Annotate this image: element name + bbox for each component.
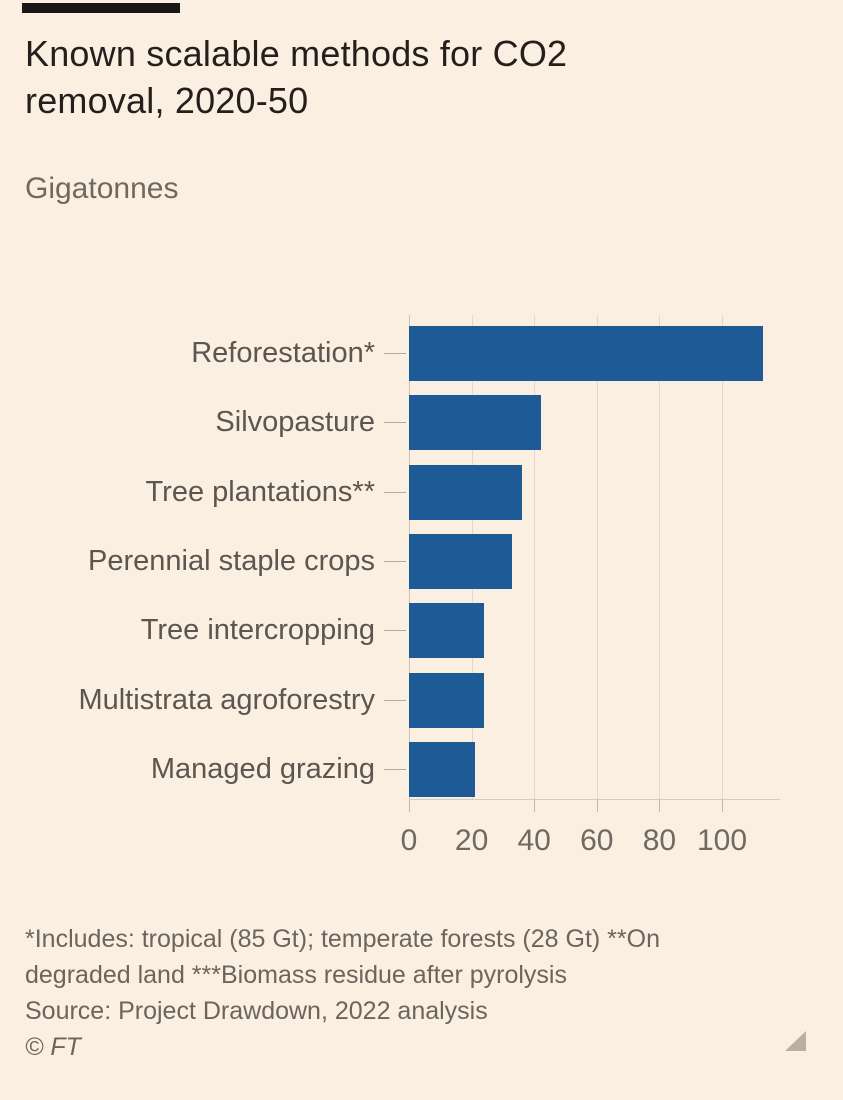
bar-rows: Reforestation* Silvopasture Tree plantat…	[0, 319, 843, 804]
x-axis-tick-label: 40	[517, 824, 551, 857]
category-tick	[384, 353, 406, 355]
gridline-40	[534, 315, 536, 800]
chart-title-line-2: removal, 2020-50	[25, 80, 309, 121]
x-axis-tick	[596, 800, 598, 812]
x-axis-tick-label: 60	[580, 824, 614, 857]
category-tick	[384, 630, 406, 632]
footnote-line-1: *Includes: tropical (85 Gt); temperate f…	[25, 925, 660, 953]
category-label: Tree plantations**	[145, 475, 375, 508]
footnote-line-2: degraded land ***Biomass residue after p…	[25, 961, 567, 989]
category-tick	[384, 422, 406, 424]
category-tick	[384, 560, 406, 562]
chart-subtitle-units: Gigatonnes	[25, 172, 179, 205]
bar-perennial-staple-crops	[409, 533, 513, 589]
category-tick	[384, 699, 406, 701]
category-label: Tree intercropping	[140, 614, 375, 647]
bar-multistrata-agroforestry	[409, 672, 485, 728]
chart-footer: *Includes: tropical (85 Gt); temperate f…	[25, 921, 785, 1065]
gridline-60	[596, 315, 598, 800]
x-axis-tick-label: 0	[400, 824, 418, 857]
category-label: Managed grazing	[150, 752, 375, 785]
x-axis-tick-label: 100	[696, 824, 748, 857]
bar-row: Silvopasture	[0, 388, 843, 457]
category-label: Perennial staple crops	[88, 544, 375, 577]
x-axis-tick	[659, 800, 661, 812]
x-axis-tick-label: 80	[642, 824, 677, 857]
x-axis-tick-label: 20	[454, 824, 489, 857]
bar-row: Perennial staple crops	[0, 527, 843, 596]
category-tick	[384, 768, 406, 770]
ft-copyright: © FT	[25, 1033, 81, 1061]
bar-row: Tree plantations**	[0, 458, 843, 527]
bar-reforestation	[409, 326, 763, 382]
bar-managed-grazing	[409, 741, 475, 797]
bar-silvopasture	[409, 395, 541, 451]
category-tick	[384, 491, 406, 493]
gridline-100	[722, 315, 723, 800]
corner-resize-triangle	[785, 1031, 806, 1051]
category-label: Multistrata agroforestry	[78, 683, 375, 716]
bar-tree-intercropping	[409, 603, 485, 659]
gridline-80	[659, 315, 661, 800]
bar-row: Tree intercropping	[0, 596, 843, 665]
source-line: Source: Project Drawdown, 2022 analysis	[25, 997, 488, 1025]
x-axis-tick	[722, 800, 723, 812]
bar-row: Multistrata agroforestry	[0, 665, 843, 734]
top-tag-bar	[22, 3, 180, 13]
x-axis-tick	[409, 800, 410, 812]
chart-title-line-1: Known scalable methods for CO2	[25, 33, 568, 74]
x-axis-tick	[534, 800, 536, 812]
chart-title: Known scalable methods for CO2 removal, …	[25, 30, 735, 124]
bar-tree-plantations	[409, 464, 522, 520]
category-label: Silvopasture	[215, 406, 375, 439]
bar-row: Managed grazing	[0, 735, 843, 804]
category-label: Reforestation*	[191, 337, 375, 370]
x-axis-labels: 0 20 40 60 80 100	[401, 824, 780, 860]
x-axis-line	[409, 799, 780, 800]
bar-row: Reforestation*	[0, 319, 843, 388]
